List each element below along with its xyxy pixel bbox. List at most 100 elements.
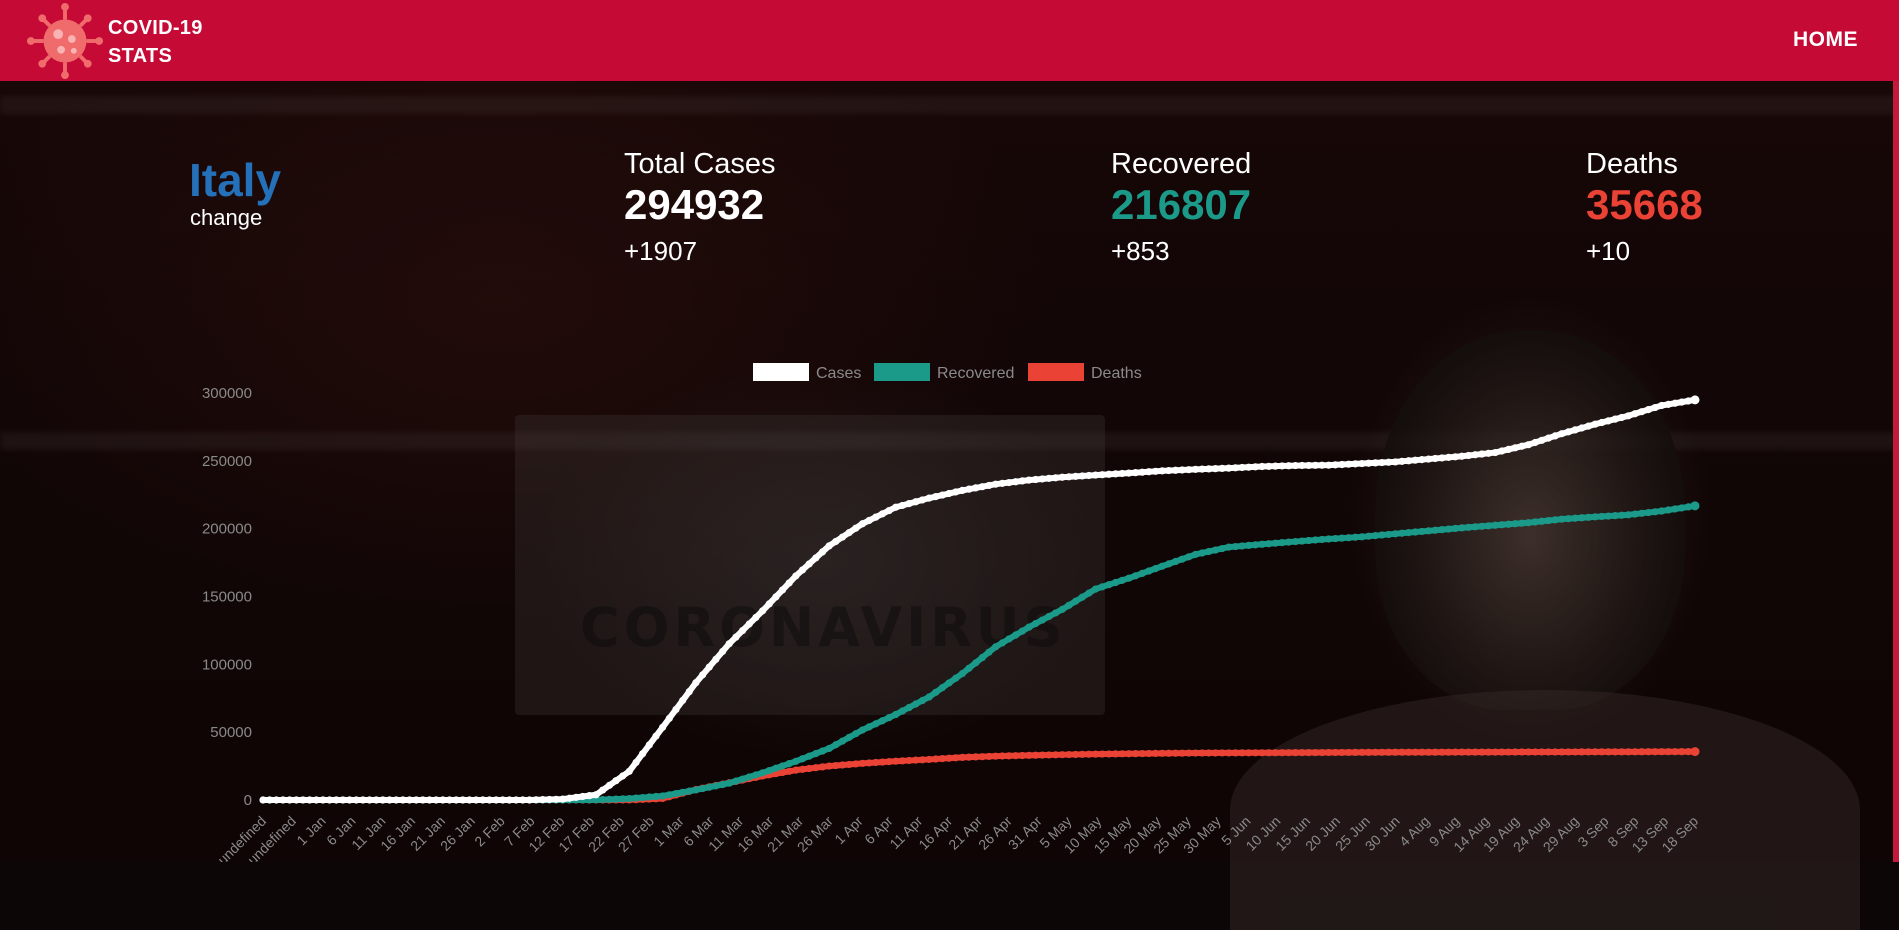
data-point: [472, 796, 480, 804]
data-point: [712, 655, 720, 663]
data-point: [925, 693, 933, 701]
data-point: [672, 789, 680, 798]
data-point: [1411, 528, 1419, 536]
data-point: [499, 796, 507, 804]
data-point: [1178, 555, 1186, 563]
data-point: [1032, 751, 1040, 759]
data-point: [1058, 605, 1066, 613]
x-tick-label: 30 Jun: [1362, 813, 1403, 854]
data-point: [1265, 749, 1273, 757]
y-tick-label: 200000: [202, 521, 252, 538]
legend-label-cases: Cases: [816, 365, 861, 382]
data-point: [1424, 527, 1433, 535]
data-point: [359, 796, 367, 804]
data-point: [1012, 631, 1020, 639]
data-point: [998, 752, 1006, 760]
data-point: [1032, 475, 1040, 484]
data-point: [1358, 748, 1366, 756]
data-point: [1331, 534, 1339, 543]
home-link[interactable]: HOME: [1793, 28, 1858, 51]
data-point: [632, 794, 640, 802]
brand-title[interactable]: COVID-19 STATS: [108, 14, 203, 70]
data-point: [1145, 749, 1153, 758]
data-point: [1111, 578, 1120, 587]
data-point: [745, 620, 753, 628]
data-point: [792, 766, 800, 774]
data-point: [825, 744, 833, 753]
data-point: [738, 775, 747, 783]
data-point: [632, 758, 640, 767]
change-country-link[interactable]: change: [190, 205, 263, 230]
data-point: [1598, 418, 1606, 427]
data-point: [812, 764, 820, 772]
data-point: [925, 494, 933, 502]
deaths-value: 35668: [1586, 181, 1703, 228]
data-point: [1584, 513, 1593, 521]
data-point: [1251, 541, 1260, 549]
data-point: [1358, 533, 1366, 541]
data-point: [1385, 458, 1393, 466]
data-point: [1012, 752, 1020, 760]
data-point: [765, 600, 773, 608]
data-point: [1385, 748, 1393, 756]
data-point: [1171, 557, 1180, 566]
data-point: [1271, 539, 1279, 547]
data-point: [1071, 597, 1080, 605]
data-point: [505, 796, 514, 804]
virus-logo-icon[interactable]: [26, 2, 104, 80]
data-point: [1145, 468, 1153, 476]
data-point: [1405, 457, 1413, 465]
data-point: [1065, 750, 1073, 759]
data-point: [1298, 461, 1306, 470]
data-point: [878, 758, 887, 766]
data-point: [1038, 475, 1046, 483]
data-point: [852, 760, 860, 768]
data-point: [1518, 442, 1526, 450]
data-point: [1378, 458, 1386, 467]
data-point: [585, 792, 593, 800]
data-point: [559, 795, 567, 803]
data-point: [1085, 471, 1093, 480]
y-tick-label: 50000: [210, 724, 252, 741]
data-point: [785, 579, 793, 587]
data-point: [1085, 589, 1093, 597]
data-point: [1051, 609, 1060, 617]
data-point: [865, 759, 873, 767]
country-name: Italy: [189, 154, 282, 206]
data-point: [612, 777, 620, 785]
data-point: [1471, 523, 1479, 531]
x-tick-label: 1 Apr: [831, 813, 866, 848]
data-point: [1091, 471, 1100, 479]
data-point: [992, 643, 1000, 651]
data-point: [1198, 749, 1206, 757]
data-point: [1431, 748, 1439, 756]
data-point: [1684, 748, 1692, 756]
data-point: [732, 633, 740, 641]
data-point: [312, 796, 320, 804]
data-point: [818, 548, 827, 556]
data-point: [1584, 748, 1593, 756]
data-point: [1571, 748, 1579, 756]
data-point: [1591, 420, 1599, 428]
data-point: [445, 796, 454, 804]
data-point: [1405, 529, 1413, 537]
data-point: [832, 741, 840, 749]
data-point: [1012, 478, 1020, 486]
y-tick-label: 0: [244, 792, 252, 809]
x-tick-label: 31 Apr: [1005, 813, 1045, 853]
data-point: [1205, 547, 1213, 556]
data-point: [1438, 526, 1446, 534]
data-point: [752, 613, 760, 622]
data-point: [1085, 750, 1093, 758]
recovered-delta: +853: [1111, 236, 1170, 266]
data-point: [1291, 461, 1299, 470]
data-point: [1105, 581, 1113, 589]
data-point: [792, 572, 800, 580]
data-point: [1365, 459, 1373, 467]
data-point: [1191, 550, 1200, 559]
data-point: [1378, 531, 1386, 539]
data-point: [965, 753, 973, 761]
data-point: [952, 674, 960, 682]
data-point: [1418, 527, 1426, 536]
data-point: [1051, 474, 1060, 482]
